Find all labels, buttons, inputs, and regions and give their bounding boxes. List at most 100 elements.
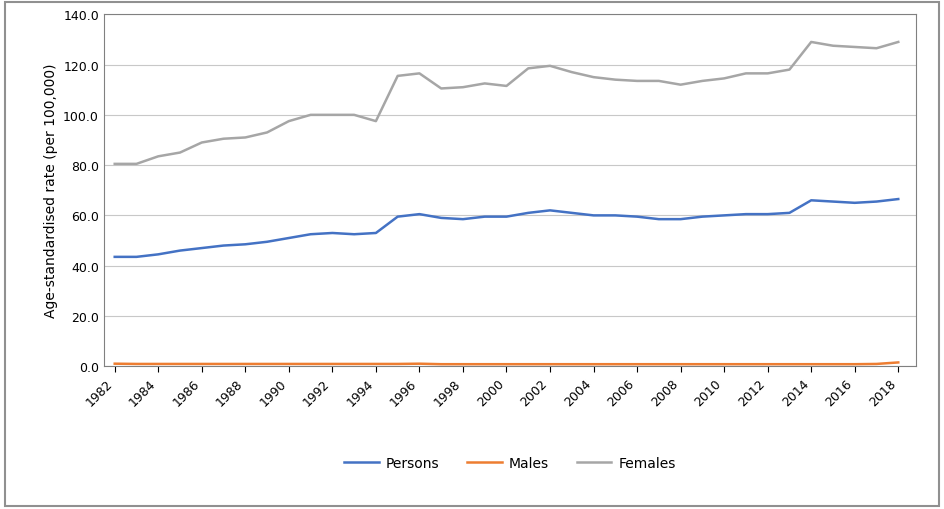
Females — [849, 45, 860, 51]
Persons — [218, 243, 229, 249]
Females — [392, 74, 403, 80]
Females — [283, 119, 295, 125]
Males — [653, 361, 665, 367]
Persons — [784, 210, 795, 216]
Persons — [370, 231, 381, 237]
Persons — [870, 199, 882, 205]
Line: Females: Females — [115, 43, 899, 164]
Males — [718, 361, 730, 367]
Persons — [392, 214, 403, 220]
Males — [675, 361, 686, 367]
Females — [805, 40, 817, 46]
Males — [762, 361, 773, 367]
Males — [697, 361, 708, 367]
Males — [370, 361, 381, 367]
Females — [413, 71, 425, 77]
Males — [870, 361, 882, 367]
Females — [153, 154, 164, 160]
Females — [131, 161, 143, 167]
Males — [261, 361, 273, 367]
Persons — [675, 217, 686, 223]
Females — [240, 135, 251, 141]
Females — [457, 85, 468, 91]
Persons — [632, 214, 643, 220]
Females — [110, 161, 121, 167]
Females — [545, 64, 556, 70]
Persons — [261, 239, 273, 245]
Females — [348, 112, 360, 119]
Females — [632, 79, 643, 85]
Males — [827, 361, 838, 367]
Males — [413, 361, 425, 367]
Females — [566, 70, 578, 76]
Males — [545, 361, 556, 367]
Persons — [435, 215, 447, 221]
Y-axis label: Age-standardised rate (per 100,000): Age-standardised rate (per 100,000) — [43, 64, 58, 318]
Males — [175, 361, 186, 367]
Females — [523, 66, 534, 72]
Persons — [849, 201, 860, 207]
Males — [479, 361, 490, 367]
Males — [283, 361, 295, 367]
Females — [479, 81, 490, 88]
Persons — [740, 212, 751, 218]
Persons — [348, 232, 360, 238]
Females — [261, 130, 273, 136]
Persons — [762, 212, 773, 218]
Females — [501, 83, 513, 90]
Males — [196, 361, 208, 367]
Males — [805, 361, 817, 367]
Males — [110, 361, 121, 367]
Males — [457, 361, 468, 367]
Females — [435, 86, 447, 92]
Males — [218, 361, 229, 367]
Persons — [588, 213, 599, 219]
Males — [784, 361, 795, 367]
Persons — [413, 212, 425, 218]
Persons — [566, 210, 578, 216]
Persons — [131, 254, 143, 261]
Females — [370, 119, 381, 125]
Males — [305, 361, 316, 367]
Females — [653, 79, 665, 85]
Persons — [827, 199, 838, 205]
Persons — [653, 217, 665, 223]
Persons — [283, 236, 295, 242]
Males — [740, 361, 751, 367]
Persons — [545, 208, 556, 214]
Line: Persons: Persons — [115, 200, 899, 258]
Males — [131, 361, 143, 367]
Legend: Persons, Males, Females: Persons, Males, Females — [338, 450, 682, 476]
Females — [718, 76, 730, 82]
Females — [175, 150, 186, 156]
Females — [588, 75, 599, 81]
Persons — [240, 242, 251, 248]
Persons — [697, 214, 708, 220]
Males — [523, 361, 534, 367]
Persons — [175, 248, 186, 254]
Females — [762, 71, 773, 77]
Persons — [893, 196, 904, 203]
Males — [849, 361, 860, 367]
Males — [435, 361, 447, 367]
Persons — [327, 231, 338, 237]
Persons — [718, 213, 730, 219]
Males — [153, 361, 164, 367]
Females — [218, 136, 229, 143]
Persons — [501, 214, 513, 220]
Females — [327, 112, 338, 119]
Males — [348, 361, 360, 367]
Females — [870, 46, 882, 52]
Persons — [153, 252, 164, 258]
Persons — [305, 232, 316, 238]
Females — [740, 71, 751, 77]
Persons — [479, 214, 490, 220]
Males — [632, 361, 643, 367]
Persons — [196, 245, 208, 251]
Males — [327, 361, 338, 367]
Males — [501, 361, 513, 367]
Persons — [110, 254, 121, 261]
Females — [610, 77, 621, 83]
Persons — [610, 213, 621, 219]
Females — [893, 40, 904, 46]
